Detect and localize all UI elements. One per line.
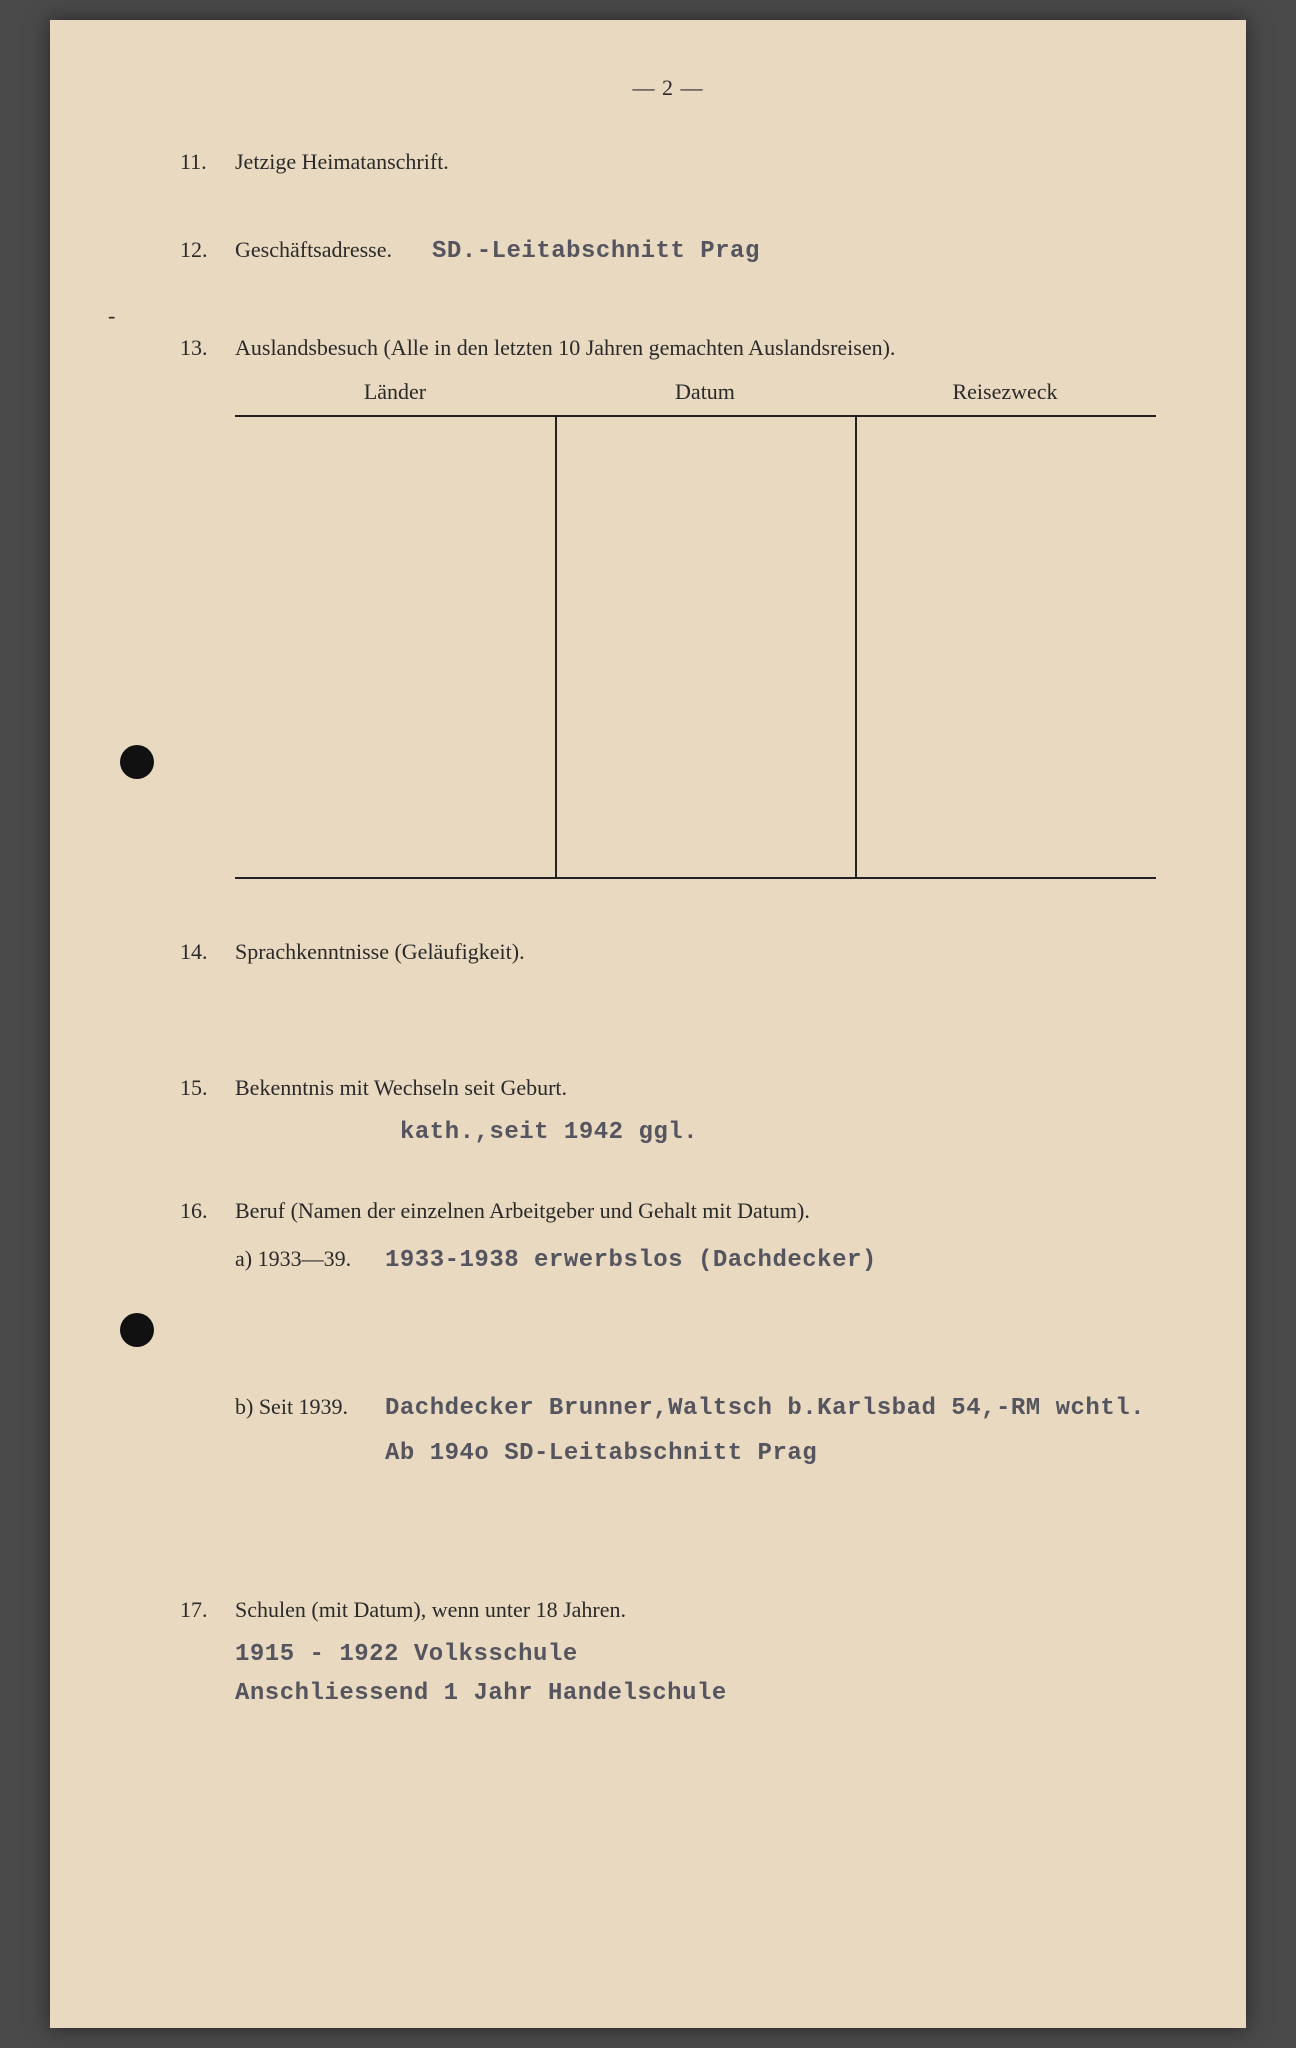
question-14: 14. Sprachkenntnisse (Geläufigkeit). [180, 939, 1156, 965]
table-header: Länder [235, 379, 555, 405]
typed-answer: 1933-1938 erwerbslos (Dachdecker) [385, 1247, 877, 1274]
sub-label: b) Seit 1939. [235, 1394, 385, 1420]
page-number: — 2 — [180, 75, 1156, 101]
typed-answer: kath.,seit 1942 ggl. [400, 1119, 1156, 1146]
question-13: 13. Auslandsbesuch (Alle in den letzten … [180, 335, 1156, 879]
item-label: Schulen (mit Datum), wenn unter 18 Jahre… [235, 1597, 626, 1623]
sub-label: a) 1933—39. [235, 1246, 385, 1272]
item-number: 14. [180, 939, 235, 965]
typed-answer: Anschliessend 1 Jahr Handelschule [235, 1680, 1156, 1707]
question-17: 17. Schulen (mit Datum), wenn unter 18 J… [180, 1597, 1156, 1707]
item-label: Bekenntnis mit Wechseln seit Geburt. [235, 1075, 567, 1101]
table-header-row: Länder Datum Reisezweck [235, 379, 1156, 415]
item-label: Geschäftsadresse. [235, 237, 392, 263]
travel-table: Länder Datum Reisezweck [235, 379, 1156, 879]
typed-answer: SD.-Leitabschnitt Prag [432, 238, 760, 265]
item-number: 17. [180, 1597, 235, 1623]
item-number: 13. [180, 335, 235, 361]
item-number: 16. [180, 1198, 235, 1224]
question-15: 15. Bekenntnis mit Wechseln seit Geburt.… [180, 1075, 1156, 1146]
typed-answer: Ab 194o SD-Leitabschnitt Prag [385, 1440, 1156, 1467]
question-12: 12. Geschäftsadresse. SD.-Leitabschnitt … [180, 237, 1156, 265]
item-number: 15. [180, 1075, 235, 1101]
document-page: - — 2 — 11. Jetzige Heimatanschrift. 12.… [50, 20, 1246, 2028]
question-16a: a) 1933—39. 1933-1938 erwerbslos (Dachde… [235, 1246, 1156, 1274]
item-label: Beruf (Namen der einzelnen Arbeitgeber u… [235, 1198, 810, 1224]
table-column-divider [555, 417, 557, 877]
item-number: 11. [180, 149, 235, 175]
typed-answer: Dachdecker Brunner,Waltsch b.Karlsbad 54… [385, 1395, 1145, 1422]
table-body [235, 415, 1156, 879]
typed-answer: 1915 - 1922 Volksschule [235, 1641, 1156, 1668]
table-header: Datum [555, 379, 855, 405]
question-16b: b) Seit 1939. Dachdecker Brunner,Waltsch… [235, 1394, 1156, 1422]
question-16: 16. Beruf (Namen der einzelnen Arbeitgeb… [180, 1198, 1156, 1467]
item-label: Jetzige Heimatanschrift. [235, 149, 449, 175]
table-header: Reisezweck [855, 379, 1155, 405]
item-number: 12. [180, 237, 235, 263]
item-label: Sprachkenntnisse (Geläufigkeit). [235, 939, 525, 965]
item-label: Auslandsbesuch (Alle in den letzten 10 J… [235, 335, 895, 361]
page-content: — 2 — 11. Jetzige Heimatanschrift. 12. G… [50, 20, 1246, 2028]
question-11: 11. Jetzige Heimatanschrift. [180, 149, 1156, 175]
table-column-divider [855, 417, 857, 877]
